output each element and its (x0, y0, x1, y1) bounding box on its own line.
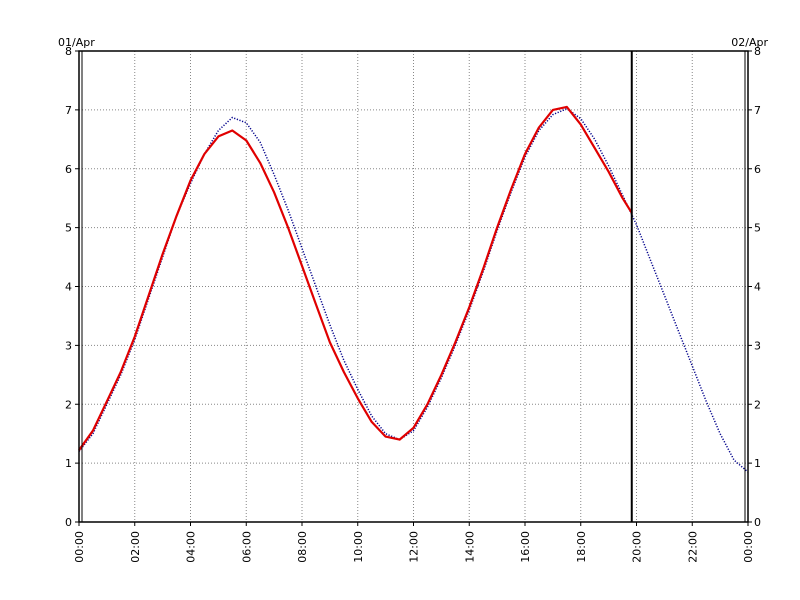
y-tick-label-right-2: 2 (754, 398, 761, 411)
y-tick-label-left-3: 3 (65, 339, 72, 352)
y-tick-label-left-0: 0 (65, 516, 72, 529)
grid-layer (79, 51, 748, 522)
y-tick-label-right-4: 4 (754, 281, 761, 294)
plot-frame (78, 50, 749, 523)
y-tick-label-left-5: 5 (65, 222, 72, 235)
label-layer: 0 0 1 1 2 2 3 3 4 4 5 5 6 6 7 7 8 8 00:00 02:00 04:00 06:00 08… (65, 45, 761, 563)
x-tick-label-0: 00:00 (73, 531, 86, 563)
x-tick-label-3: 06:00 (240, 531, 253, 563)
x-tick-label-1: 02:00 (129, 531, 142, 563)
x-tick-label-12: 00:00 (742, 531, 755, 563)
y-tick-label-left-2: 2 (65, 398, 72, 411)
x-tick-label-5: 10:00 (352, 531, 365, 563)
date-label-left: 01/Apr (58, 36, 95, 49)
frame-layer (75, 50, 752, 526)
y-tick-label-right-5: 5 (754, 222, 761, 235)
y-tick-label-right-3: 3 (754, 339, 761, 352)
series-line-1 (78, 105, 633, 451)
y-tick-label-right-8: 8 (754, 45, 761, 58)
y-tick-label-right-6: 6 (754, 163, 761, 176)
y-tick-label-left-1: 1 (65, 457, 72, 470)
x-tick-label-11: 22:00 (686, 531, 699, 563)
x-tick-label-6: 12:00 (408, 531, 421, 563)
x-tick-label-2: 04:00 (185, 531, 198, 563)
x-tick-label-9: 18:00 (575, 531, 588, 563)
x-tick-label-4: 08:00 (296, 531, 309, 563)
y-tick-label-left-7: 7 (65, 104, 72, 117)
x-tick-label-10: 20:00 (631, 531, 644, 563)
y-tick-label-right-1: 1 (754, 457, 761, 470)
series-layer (78, 105, 749, 473)
y-tick-label-left-8: 8 (65, 45, 72, 58)
y-tick-label-right-0: 0 (754, 516, 761, 529)
y-tick-label-left-4: 4 (65, 281, 72, 294)
date-label-right: 02/Apr (731, 36, 768, 49)
x-tick-label-7: 14:00 (463, 531, 476, 563)
y-tick-label-right-7: 7 (754, 104, 761, 117)
x-tick-label-8: 16:00 (519, 531, 532, 563)
y-tick-label-left-6: 6 (65, 163, 72, 176)
